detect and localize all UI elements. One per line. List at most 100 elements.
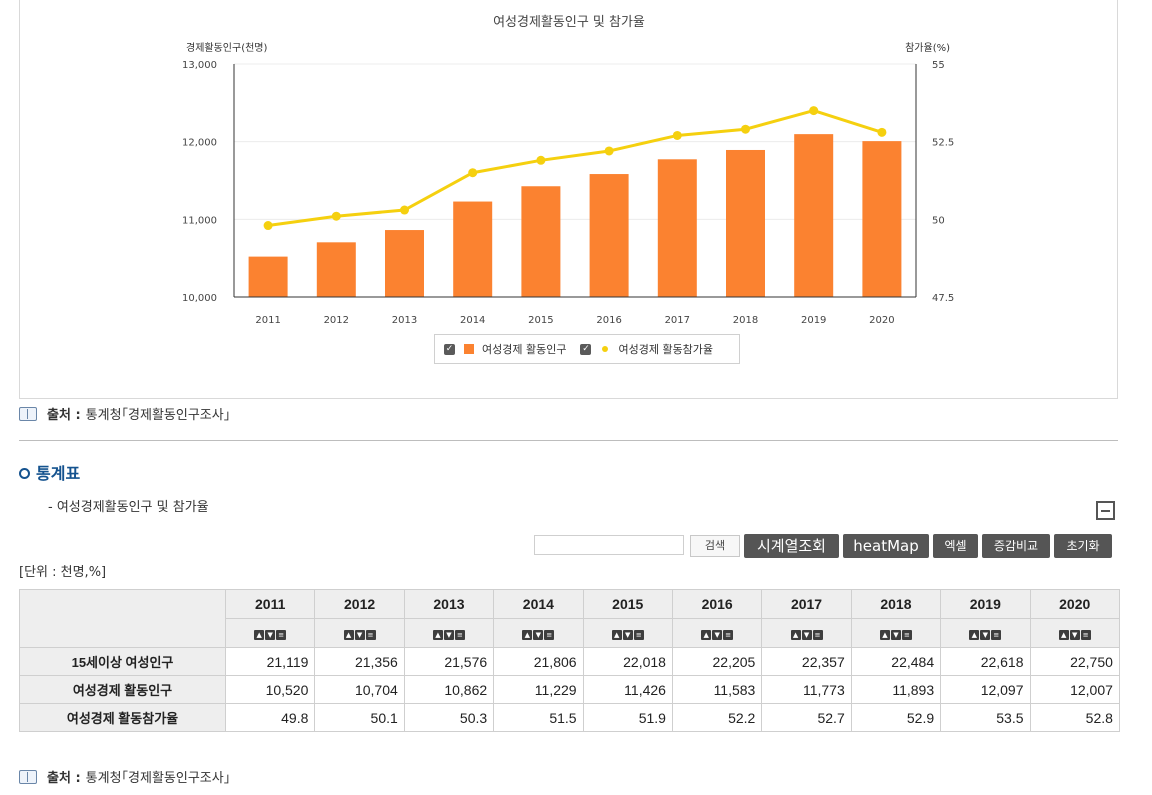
x-tick-label: 2020 — [869, 315, 894, 326]
sort-asc-icon[interactable]: ▲ — [790, 630, 801, 640]
y-tick-left: 10,000 — [182, 293, 217, 304]
y-tick-right: 55 — [932, 60, 945, 71]
table-cell: 52.2 — [671, 703, 763, 732]
line-point — [468, 168, 478, 178]
sort-asc-icon[interactable]: ▲ — [522, 630, 533, 640]
row-label: 15세이상 여성인구 — [19, 647, 226, 676]
sort-desc-icon[interactable]: ▼ — [533, 630, 544, 640]
legend-item-bar[interactable]: ✓ 여성경제 활동인구 — [444, 341, 566, 357]
table-cell: 49.8 — [224, 703, 316, 732]
sort-asc-icon[interactable]: ▲ — [343, 630, 354, 640]
sort-reset-icon[interactable]: ≡ — [991, 630, 1002, 640]
book-icon — [19, 769, 37, 784]
chart-legend: ✓ 여성경제 활동인구 ✓ 여성경제 활동참가율 — [434, 334, 740, 364]
sort-desc-icon[interactable]: ▼ — [622, 630, 633, 640]
sort-controls: ▲ ▼ ≡ — [850, 618, 942, 648]
sort-reset-icon[interactable]: ≡ — [544, 630, 555, 640]
y-tick-right: 50 — [932, 215, 945, 226]
legend-item-line[interactable]: ✓ 여성경제 활동참가율 — [580, 341, 713, 357]
y-axis-left-label: 경제활동인구(천명) — [186, 41, 268, 54]
sort-asc-icon[interactable]: ▲ — [1058, 630, 1069, 640]
sort-desc-icon[interactable]: ▼ — [265, 630, 276, 640]
sort-asc-icon[interactable]: ▲ — [969, 630, 980, 640]
search-button[interactable]: 검색 — [690, 535, 740, 557]
year-header: 2013 — [403, 589, 495, 619]
table-row: 여성경제 활동참가율 49.8 50.1 50.3 51.5 51.9 52.2 52.7 52… — [19, 703, 1120, 732]
dot-swatch-icon — [602, 346, 609, 352]
section-title: 통계표 — [19, 460, 80, 484]
bar-swatch-icon — [464, 344, 474, 354]
checkbox-icon[interactable]: ✓ — [580, 343, 592, 355]
sort-reset-icon[interactable]: ≡ — [901, 630, 912, 640]
timeseries-button[interactable]: 시계열조회 — [744, 534, 839, 558]
stats-table: 2011 2012 2013 2014 2015 2016 2017 2018 2019 2020… — [19, 589, 1120, 732]
sort-asc-icon[interactable]: ▲ — [254, 630, 265, 640]
table-cell: 52.7 — [761, 703, 852, 732]
sort-reset-icon[interactable]: ≡ — [454, 630, 465, 640]
table-subtitle: - 여성경제활동인구 및 참가율 — [48, 500, 209, 515]
circle-bullet-icon — [19, 468, 30, 479]
line-point — [741, 124, 750, 134]
source-label: 출처 : — [47, 408, 81, 423]
sort-asc-icon[interactable]: ▲ — [611, 630, 622, 640]
sort-controls: ▲ ▼ ≡ — [314, 618, 405, 648]
sort-reset-icon[interactable]: ≡ — [365, 630, 376, 640]
sort-desc-icon[interactable]: ▼ — [712, 630, 723, 640]
sort-asc-icon[interactable]: ▲ — [432, 630, 443, 640]
table-cell: 11,426 — [582, 675, 673, 704]
row-label: 여성경제 활동참가율 — [19, 703, 226, 732]
x-tick-label: 2016 — [596, 315, 621, 326]
bar — [657, 159, 697, 297]
table-cell: 22,205 — [671, 647, 763, 676]
sort-asc-icon[interactable]: ▲ — [701, 630, 712, 640]
sort-reset-icon[interactable]: ≡ — [812, 630, 823, 640]
source-note: 출처 : 통계청｢경제활동인구조사｣ — [19, 404, 230, 423]
heatmap-button[interactable]: heatMap — [843, 534, 929, 558]
table-row: 여성경제 활동인구 10,520 10,704 10,862 11,229 11,426 1… — [19, 675, 1120, 704]
line-point — [672, 130, 682, 140]
bar — [248, 256, 288, 297]
sort-reset-icon[interactable]: ≡ — [633, 630, 644, 640]
excel-button[interactable]: 엑셀 — [933, 534, 978, 558]
search-input[interactable] — [534, 535, 684, 555]
sort-asc-icon[interactable]: ▲ — [879, 630, 890, 640]
reset-button[interactable]: 초기화 — [1054, 534, 1112, 558]
table-cell: 10,704 — [314, 675, 405, 704]
y-tick-right: 52.5 — [932, 138, 954, 149]
table-cell: 22,018 — [582, 647, 673, 676]
year-header: 2015 — [582, 589, 673, 619]
table-cell: 11,773 — [761, 675, 852, 704]
row-label: 여성경제 활동인구 — [19, 675, 226, 704]
bar — [453, 201, 493, 297]
sort-desc-icon[interactable]: ▼ — [1069, 630, 1080, 640]
table-cell: 21,806 — [493, 647, 584, 676]
sort-desc-icon[interactable]: ▼ — [890, 630, 901, 640]
sort-reset-icon[interactable]: ≡ — [276, 630, 287, 640]
source-text: 통계청｢경제활동인구조사｣ — [85, 771, 231, 786]
checkbox-icon[interactable]: ✓ — [444, 343, 455, 355]
line-point — [877, 127, 887, 137]
sort-desc-icon[interactable]: ▼ — [980, 630, 991, 640]
collapse-icon[interactable] — [1096, 501, 1115, 520]
sort-desc-icon[interactable]: ▼ — [801, 630, 812, 640]
table-cell: 21,119 — [224, 647, 316, 676]
sort-reset-icon[interactable]: ≡ — [723, 630, 734, 640]
x-tick-label: 2019 — [801, 315, 826, 326]
sort-reset-icon[interactable]: ≡ — [1080, 630, 1091, 640]
year-header: 2014 — [493, 589, 584, 619]
table-cell: 11,893 — [850, 675, 942, 704]
table-cell: 10,862 — [403, 675, 495, 704]
year-header: 2017 — [761, 589, 852, 619]
bar — [316, 242, 356, 297]
y-axis-right-label: 참가율(%) — [905, 42, 950, 54]
table-cell: 11,229 — [493, 675, 584, 704]
sort-desc-icon[interactable]: ▼ — [443, 630, 454, 640]
table-cell: 51.9 — [582, 703, 673, 732]
x-tick-label: 2014 — [460, 315, 485, 326]
line-point — [331, 211, 341, 221]
sort-desc-icon[interactable]: ▼ — [354, 630, 365, 640]
compare-button[interactable]: 증감비교 — [982, 534, 1050, 558]
source-text: 통계청｢경제활동인구조사｣ — [85, 408, 231, 423]
table-cell: 52.9 — [850, 703, 942, 732]
table-cell: 12,007 — [1029, 675, 1120, 704]
